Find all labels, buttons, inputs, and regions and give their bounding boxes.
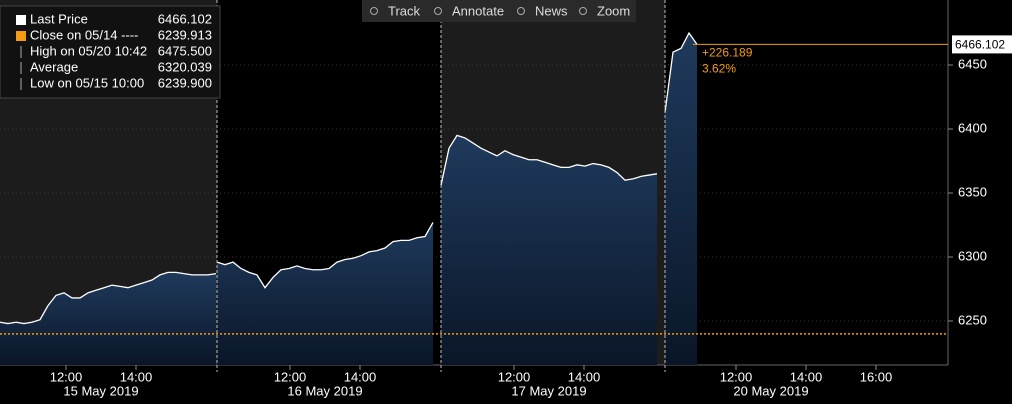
price-line: [0, 271, 217, 325]
price-line: [216, 222, 434, 289]
area: [665, 33, 697, 366]
date-label: 16 May 2019: [287, 383, 362, 398]
x-tick-label: 12:00: [50, 369, 83, 384]
y-tick-label: 6250: [958, 312, 987, 327]
change-pct-label: 3.62%: [702, 62, 736, 76]
toolbar-icon: [370, 7, 378, 15]
x-tick-label: 12:00: [274, 369, 307, 384]
toolbar-icon: [579, 7, 587, 15]
legend-label: Average: [30, 59, 78, 74]
legend-label: Low on 05/15 10:00: [30, 75, 144, 90]
toolbar-icon: [517, 7, 525, 15]
area: [441, 135, 657, 365]
x-tick-label: 14:00: [790, 369, 823, 384]
y-tick-label: 6350: [958, 184, 987, 199]
x-tick-label: 14:00: [344, 369, 377, 384]
area: [0, 272, 216, 365]
legend-swatch: [16, 31, 26, 41]
price-line: [440, 134, 658, 186]
toolbar-button[interactable]: Zoom: [597, 3, 630, 18]
legend-label: Last Price: [30, 11, 88, 26]
last-price-label: 6466.102: [955, 38, 1005, 52]
last-price-box: [952, 35, 1012, 54]
toolbar: [362, 0, 636, 22]
x-tick-label: 14:00: [120, 369, 153, 384]
legend-label: Close on 05/14 ----: [30, 27, 138, 42]
x-tick-label: 14:00: [568, 369, 601, 384]
legend-swatch: [16, 15, 26, 25]
date-label: 20 May 2019: [733, 383, 808, 398]
date-label: 15 May 2019: [63, 383, 138, 398]
x-tick-label: 16:00: [860, 369, 893, 384]
legend-value: 6475.500: [158, 43, 212, 58]
legend-value: 6320.039: [158, 59, 212, 74]
legend-value: 6466.102: [158, 11, 212, 26]
toolbar-button[interactable]: News: [535, 3, 568, 18]
y-tick-label: 6400: [958, 120, 987, 135]
x-tick-label: 12:00: [720, 369, 753, 384]
overlay: Last Price 6466.102 Close on 05/14 ---- 623…: [0, 0, 636, 99]
toolbar-button[interactable]: Track: [388, 3, 421, 18]
y-tick-label: 6450: [958, 56, 987, 71]
area: [217, 222, 433, 365]
toolbar-icon: [434, 7, 442, 15]
toolbar-button[interactable]: Annotate: [452, 3, 504, 18]
price-line: [664, 31, 698, 113]
date-label: 17 May 2019: [511, 383, 586, 398]
legend-value: 6239.900: [158, 75, 212, 90]
change-label: +226.189: [702, 46, 753, 60]
y-tick-label: 6300: [958, 248, 987, 263]
legend-box: [0, 5, 221, 99]
legend-label: High on 05/20 10:42: [30, 43, 147, 58]
legend-value: 6239.913: [158, 27, 212, 42]
x-tick-label: 12:00: [498, 369, 531, 384]
